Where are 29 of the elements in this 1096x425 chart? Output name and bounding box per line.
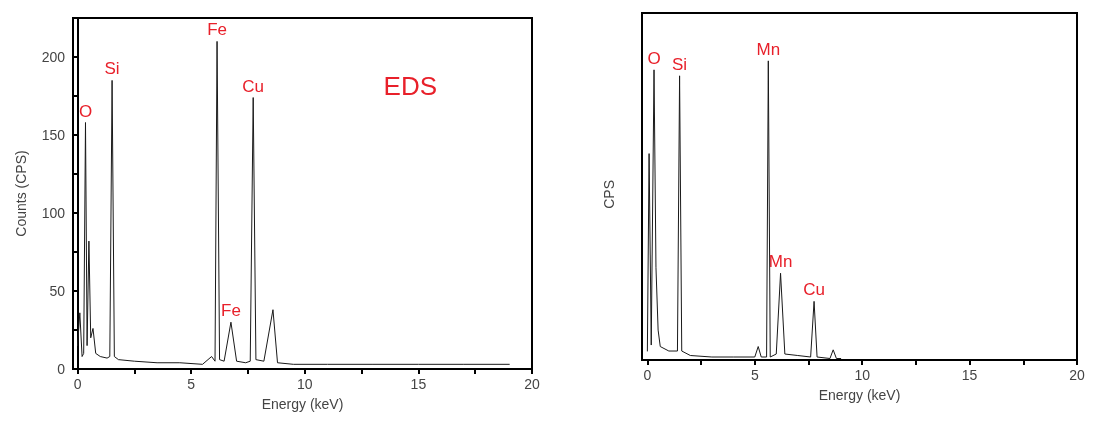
x-tick-label: 10 — [296, 376, 313, 392]
annotation: O — [647, 48, 661, 68]
x-axis-title: Energy (keV) — [818, 387, 901, 403]
x-tick-label: 5 — [750, 367, 759, 383]
annotation: Fe — [221, 301, 241, 321]
x-tick-label: 15 — [410, 376, 427, 392]
annotation: EDS — [383, 71, 438, 101]
y-tick-label: 100 — [41, 205, 66, 221]
x-tick-label: 15 — [961, 367, 978, 383]
y-tick-label: 200 — [41, 49, 66, 65]
annotation: Fe — [207, 20, 227, 40]
x-tick-label: 0 — [643, 367, 652, 383]
annotation: O — [78, 101, 93, 121]
annotation: Mn — [756, 39, 781, 59]
annotation: Mn — [768, 252, 793, 272]
annotation: Si — [672, 54, 688, 74]
y-tick-label: 150 — [41, 127, 66, 143]
annotation: Cu — [242, 76, 265, 96]
y-tick-label: 50 — [49, 283, 66, 299]
x-tick-label: 10 — [854, 367, 871, 383]
y-axis-title: CPS — [601, 179, 617, 209]
annotation: Si — [104, 59, 120, 79]
x-axis-title: Energy (keV) — [261, 396, 344, 412]
annotation: Cu — [803, 280, 825, 300]
x-tick-label: 20 — [1069, 367, 1085, 383]
x-tick-label: 20 — [524, 376, 540, 392]
x-tick-label: 0 — [73, 376, 82, 392]
y-axis-title: Counts (CPS) — [13, 150, 29, 237]
x-tick-label: 5 — [187, 376, 196, 392]
